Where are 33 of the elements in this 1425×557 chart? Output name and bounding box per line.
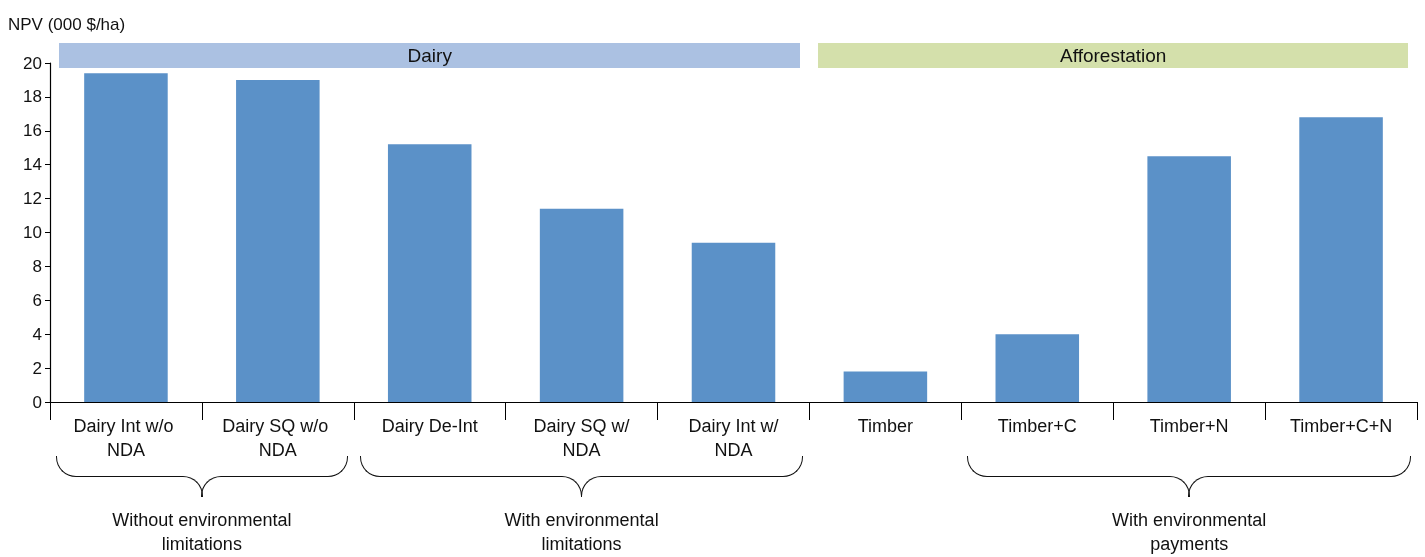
x-tick-label: Dairy SQ w/NDA	[533, 416, 630, 460]
bar	[1147, 156, 1231, 402]
text: With environmental limitations	[503, 509, 660, 556]
text: Without environmental limitations	[111, 509, 293, 556]
x-tick-label: Dairy Int w/NDA	[688, 416, 779, 460]
bar	[539, 208, 624, 402]
bar	[236, 79, 320, 402]
y-tick-label: 4	[32, 324, 42, 344]
y-tick-label: 8	[32, 256, 42, 276]
bar	[1299, 117, 1383, 402]
bar	[995, 334, 1080, 402]
y-tick-label: 18	[23, 87, 42, 107]
x-tick-label: Dairy SQ w/o NDA	[222, 416, 334, 460]
text: With environmental payments	[1111, 509, 1268, 556]
x-tick-label: Dairy Int w/o NDA	[73, 416, 179, 460]
x-tick-label: Timber+C+N	[1289, 416, 1393, 436]
y-tick-label: 10	[23, 223, 42, 242]
y-tick-label: 16	[23, 121, 42, 141]
bar	[843, 371, 928, 402]
x-tick-label: Timber	[857, 416, 914, 436]
y-tick-label: 14	[23, 155, 42, 175]
bar	[84, 73, 168, 402]
bar	[691, 242, 776, 402]
y-tick-label: 6	[32, 290, 42, 310]
bar	[387, 144, 472, 402]
x-tick-label: Dairy De-Int	[381, 416, 478, 436]
y-tick-label: 20	[23, 53, 42, 73]
x-tick-label: Timber+C	[997, 416, 1077, 436]
x-tick-label: Timber+N	[1149, 416, 1229, 436]
y-axis-title: NPV (000 $/ha)	[8, 15, 126, 34]
y-tick-label: 2	[32, 358, 42, 378]
y-tick-label: 0	[32, 392, 42, 412]
y-tick-label: 12	[23, 189, 42, 209]
